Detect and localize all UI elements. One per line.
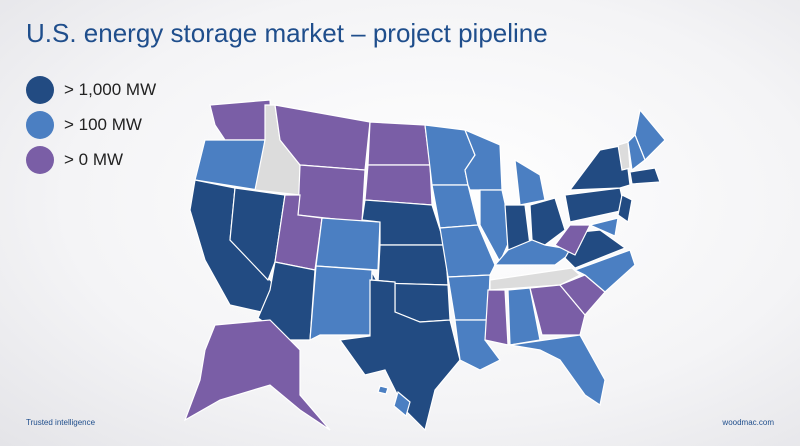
state xyxy=(309,265,373,342)
state xyxy=(364,164,433,206)
state xyxy=(439,224,496,278)
legend-item: > 1,000 MW xyxy=(26,72,156,107)
title: U.S. energy storage market – project pip… xyxy=(26,18,548,48)
state xyxy=(377,244,449,286)
state xyxy=(183,319,331,431)
legend-item: > 0 MW xyxy=(26,142,156,177)
footer-left: Trusted intelligence xyxy=(26,418,96,427)
state xyxy=(377,385,389,395)
legend-item: > 100 MW xyxy=(26,107,156,142)
state xyxy=(209,99,273,141)
legend-swatch xyxy=(26,145,54,174)
state xyxy=(617,141,631,171)
state xyxy=(629,167,661,185)
state xyxy=(315,217,381,271)
state xyxy=(617,194,633,224)
state xyxy=(507,287,541,346)
state xyxy=(489,267,582,291)
state xyxy=(367,121,431,166)
state xyxy=(463,128,503,191)
legend-label: > 100 MW xyxy=(64,114,142,134)
state xyxy=(447,274,491,321)
legend: > 1,000 MW > 100 MW > 0 MW xyxy=(26,72,156,177)
state xyxy=(564,187,626,223)
footer-right: woodmac.com xyxy=(722,418,774,427)
state xyxy=(297,164,366,223)
state xyxy=(431,184,479,229)
state xyxy=(588,217,619,237)
state xyxy=(484,289,509,346)
state xyxy=(229,187,286,282)
state xyxy=(338,279,461,432)
state xyxy=(493,239,577,266)
state xyxy=(514,158,546,206)
legend-swatch xyxy=(26,75,54,104)
state xyxy=(509,334,606,406)
legend-label: > 0 MW xyxy=(64,149,124,169)
legend-label: > 1,000 MW xyxy=(64,79,157,99)
state xyxy=(529,197,566,246)
state xyxy=(627,133,646,172)
state xyxy=(479,189,513,264)
legend-swatch xyxy=(26,110,54,139)
state xyxy=(573,249,636,293)
state xyxy=(529,284,586,336)
state xyxy=(393,390,411,418)
